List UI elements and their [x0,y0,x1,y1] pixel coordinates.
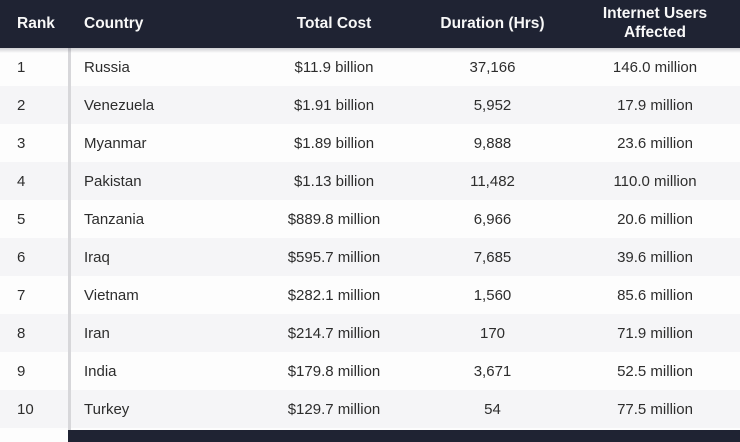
cell-users-affected: 71.9 million [617,324,693,342]
table-header: Rank Country Total Cost Duration (Hrs) I… [0,0,740,48]
cell-duration-hrs: 37,166 [469,58,516,76]
cell-users-affected: 39.6 million [617,248,693,266]
cell-country: Russia [84,58,130,76]
shutdown-cost-table: Rank Country Total Cost Duration (Hrs) I… [0,0,740,428]
col-header-users-affected: Internet Users Affected [570,0,740,48]
cell-total-cost: $1.13 billion [293,172,375,190]
cell-total-cost: $129.7 million [287,400,381,418]
cell-duration-hrs: 1,560 [473,286,512,304]
cell-rank: 4 [17,172,26,190]
table-row: 7 Vietnam $282.1 million 1,560 85.6 million [0,276,740,314]
cell-country: Tanzania [84,210,145,228]
cell-country: Pakistan [84,172,142,190]
cell-duration-hrs: 9,888 [473,134,512,152]
cell-total-cost: $889.8 million [287,210,381,228]
cell-country: Venezuela [84,96,155,114]
cell-duration-hrs: 54 [484,400,501,418]
table-row: 5 Tanzania $889.8 million 6,966 20.6 million [0,200,740,238]
bottom-bar [68,430,740,442]
col-header-total-cost: Total Cost [253,0,415,48]
cell-country: Myanmar [84,134,147,152]
cell-rank: 6 [17,248,26,266]
cell-rank: 5 [17,210,26,228]
cell-users-affected: 77.5 million [617,400,693,418]
cell-total-cost: $214.7 million [287,324,381,342]
cell-country: Turkey [84,400,130,418]
table-row: 4 Pakistan $1.13 billion 11,482 110.0 millio… [0,162,740,200]
col-header-rank: Rank [0,0,68,48]
cell-users-affected: 110.0 million [613,172,697,190]
cell-rank: 2 [17,96,26,114]
cell-total-cost: $11.9 billion [294,58,374,76]
col-header-duration-hrs: Duration (Hrs) [415,0,570,48]
cell-total-cost: $179.8 million [287,362,381,380]
cell-users-affected: 52.5 million [617,362,693,380]
cell-duration-hrs: 11,482 [470,172,515,190]
cell-duration-hrs: 6,966 [473,210,512,228]
cell-users-affected: 146.0 million [612,58,698,76]
cell-users-affected: 20.6 million [617,210,693,228]
cell-rank: 1 [17,58,26,76]
cell-country: India [84,362,117,380]
table-row: 9 India $179.8 million 3,671 52.5 million [0,352,740,390]
table-row: 2 Venezuela $1.91 billion 5,952 17.9 million [0,86,740,124]
cell-users-affected: 17.9 million [617,96,693,114]
cell-users-affected: 23.6 million [617,134,693,152]
table-row: 8 Iran $214.7 million 170 71.9 million [0,314,740,352]
table-body: 1 Russia $11.9 billion 37,166 146.0 million 2… [0,48,740,428]
cell-users-affected: 85.6 million [617,286,693,304]
header-row: Rank Country Total Cost Duration (Hrs) I… [0,0,740,48]
cell-rank: 9 [17,362,26,380]
table-row: 1 Russia $11.9 billion 37,166 146.0 million [0,48,740,86]
cell-total-cost: $282.1 million [287,286,381,304]
cell-duration-hrs: 5,952 [473,96,512,114]
cell-country: Iraq [84,248,110,266]
cell-duration-hrs: 3,671 [473,362,512,380]
table-row: 6 Iraq $595.7 million 7,685 39.6 million [0,238,740,276]
cell-rank: 3 [17,134,26,152]
cell-rank: 8 [17,324,26,342]
cell-rank: 7 [17,286,26,304]
cell-total-cost: $595.7 million [287,248,381,266]
cell-total-cost: $1.91 billion [293,96,375,114]
cell-duration-hrs: 170 [479,324,506,342]
table-row: 3 Myanmar $1.89 billion 9,888 23.6 million [0,124,740,162]
cell-total-cost: $1.89 billion [293,134,375,152]
rank-column-divider [68,48,71,442]
col-header-country: Country [68,0,253,48]
table-row: 10 Turkey $129.7 million 54 77.5 million [0,390,740,428]
cell-rank: 10 [17,400,34,418]
cell-country: Iran [84,324,110,342]
cell-duration-hrs: 7,685 [473,248,512,266]
cell-country: Vietnam [84,286,139,304]
